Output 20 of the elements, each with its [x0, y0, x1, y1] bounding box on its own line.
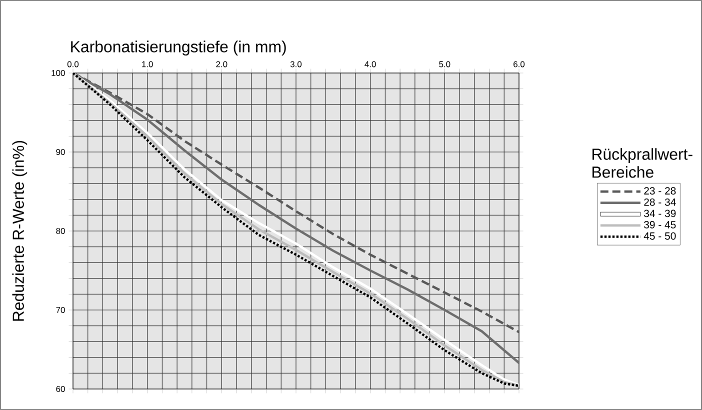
- x-tick-label: 3.0: [290, 61, 302, 68]
- x-tick-label: 0.0: [67, 61, 79, 68]
- x-tick-label: 4.0: [364, 61, 376, 68]
- x-axis-title: Karbonatisierungstiefe (in mm): [71, 40, 286, 56]
- x-tick-label: 2.0: [216, 61, 228, 68]
- legend-label: 34 - 39: [644, 210, 676, 218]
- y-tick-label: 60: [56, 386, 65, 392]
- legend-label: 28 - 34: [644, 198, 676, 206]
- x-tick-label: 6.0: [514, 61, 525, 68]
- x-tick-label: 1.0: [142, 61, 153, 68]
- y-axis-title: Reduzierte R-Werte (in%): [12, 140, 28, 321]
- y-tick-label: 70: [56, 307, 65, 313]
- y-tick-label: 90: [56, 149, 65, 155]
- legend-label: 45 - 50: [644, 232, 676, 240]
- legend-label: 39 - 45: [644, 221, 676, 228]
- legend-label: 23 - 28: [644, 187, 676, 195]
- y-tick-label: 80: [56, 228, 65, 234]
- legend-title: Rückprallwert-Bereiche: [592, 148, 692, 178]
- y-tick-label: 100: [52, 70, 65, 76]
- x-tick-label: 5.0: [439, 61, 450, 68]
